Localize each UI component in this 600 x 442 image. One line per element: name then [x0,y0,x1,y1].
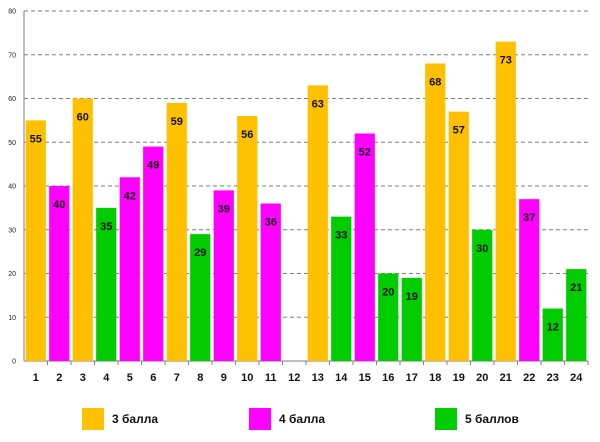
bar-value-label-6: 49 [147,160,159,172]
bar-16 [378,273,399,361]
x-tick-label-19: 19 [453,372,465,384]
bar-1 [25,120,46,361]
x-tick-label-21: 21 [500,372,512,384]
legend-label-5-points: 5 баллов [465,412,519,426]
bar-value-label-15: 52 [359,147,371,159]
bar-9 [213,190,234,361]
x-tick-label-1: 1 [33,372,39,384]
bar-value-label-2: 40 [53,199,65,211]
bar-value-label-10: 56 [241,129,253,141]
legend-label-3-points: 3 балла [112,412,159,426]
bar-24 [566,269,587,361]
bar-4 [96,207,117,361]
bar-20 [472,229,493,361]
x-tick-label-13: 13 [312,372,324,384]
bar-value-label-19: 57 [453,125,465,137]
bar-value-label-20: 30 [476,243,488,255]
bar-value-label-9: 39 [218,203,230,215]
y-tick-label-70: 70 [8,52,16,59]
bar-3 [72,98,93,361]
x-tick-label-22: 22 [523,372,535,384]
bar-value-label-14: 33 [335,230,347,242]
bar-value-label-3: 60 [77,112,89,124]
bar-value-label-23: 12 [547,322,559,334]
x-tick-label-20: 20 [476,372,488,384]
y-tick-label-60: 60 [8,96,16,103]
x-tick-label-3: 3 [80,372,86,384]
bar-value-label-11: 36 [265,217,277,229]
bar-13 [307,85,328,361]
legend-item-4-points: 4 балла [249,408,325,430]
legend-label-4-points: 4 балла [279,412,326,426]
bar-value-label-22: 37 [523,212,535,224]
bar-11 [260,203,281,361]
bar-23 [542,308,563,361]
y-tick-label-30: 30 [8,227,16,234]
bar-19 [448,111,469,361]
bar-value-label-21: 73 [500,55,512,67]
bar-value-label-18: 68 [429,77,441,89]
y-tick-label-0: 0 [12,359,16,366]
x-tick-label-14: 14 [335,372,348,384]
bar-8 [190,234,211,361]
x-tick-label-23: 23 [547,372,559,384]
bar-5 [119,177,140,361]
bar-6 [143,146,164,361]
x-tick-label-15: 15 [359,372,371,384]
bar-18 [425,63,446,361]
y-tick-label-50: 50 [8,140,16,147]
bar-value-label-7: 59 [171,116,183,128]
y-tick-label-80: 80 [8,9,16,16]
x-tick-label-16: 16 [382,372,394,384]
x-tick-label-5: 5 [127,372,133,384]
y-tick-label-20: 20 [8,271,16,278]
bar-value-label-17: 19 [406,291,418,303]
x-tick-label-7: 7 [174,372,180,384]
bar-value-label-1: 55 [30,133,42,145]
bar-2 [49,186,70,361]
x-tick-label-8: 8 [197,372,203,384]
x-tick-label-11: 11 [265,372,277,384]
x-tick-label-12: 12 [288,372,300,384]
bar-14 [331,216,352,361]
legend-item-5-points: 5 баллов [435,408,519,430]
legend-swatch-4-points [249,408,271,430]
bar-value-label-24: 21 [570,282,582,294]
x-tick-label-10: 10 [241,372,253,384]
y-tick-label-10: 10 [8,315,16,322]
bar-17 [401,277,422,361]
y-tick-label-40: 40 [8,184,16,191]
x-tick-label-9: 9 [221,372,227,384]
bar-value-label-4: 35 [100,221,112,233]
x-tick-label-18: 18 [429,372,441,384]
x-tick-label-4: 4 [103,372,110,384]
x-tick-label-17: 17 [406,372,418,384]
legend-swatch-5-points [435,408,457,430]
bar-10 [237,116,258,361]
bar-21 [495,41,516,361]
bar-value-label-16: 20 [382,287,394,299]
legend: 3 балла 4 балла 5 баллов [0,408,600,432]
bar-chart: 0102030405060708015524036043554264975982… [8,9,589,384]
legend-item-3-points: 3 балла [82,408,158,430]
bar-15 [354,133,375,361]
bar-22 [519,199,540,361]
x-tick-label-6: 6 [150,372,156,384]
bar-7 [166,102,187,361]
x-tick-label-24: 24 [570,372,583,384]
bar-value-label-13: 63 [312,98,324,110]
legend-swatch-3-points [82,408,104,430]
bar-value-label-5: 42 [124,190,136,202]
x-tick-label-2: 2 [56,372,62,384]
bar-value-label-8: 29 [194,247,206,259]
